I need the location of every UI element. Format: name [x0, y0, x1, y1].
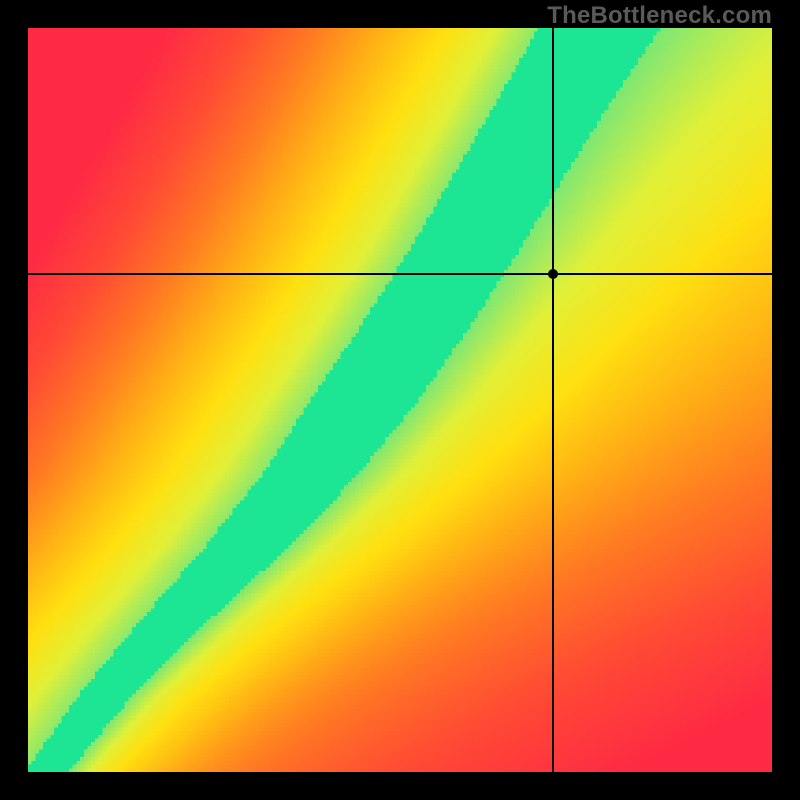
crosshair-horizontal	[28, 273, 772, 275]
marker-point	[548, 269, 558, 279]
watermark-text: TheBottleneck.com	[547, 2, 772, 30]
heatmap-canvas	[28, 28, 772, 772]
chart-container: TheBottleneck.com	[0, 0, 800, 800]
crosshair-vertical	[552, 28, 554, 772]
